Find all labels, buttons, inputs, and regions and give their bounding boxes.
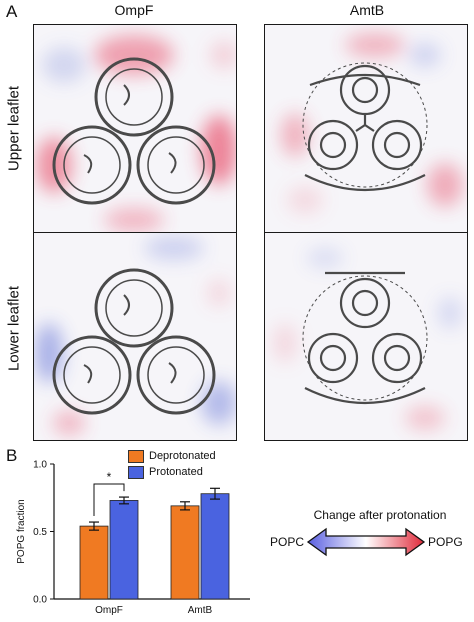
x-tick-label-ompf: OmpF (95, 605, 123, 616)
colorbar-arrow (306, 527, 426, 557)
row-label-upper-leaflet: Upper leaflet (5, 85, 23, 172)
panel-b-letter: B (6, 446, 18, 465)
colorbar-right-label: POPG (428, 535, 463, 549)
significance-bracket (93, 483, 125, 517)
ompf-upper-leaflet-map (33, 24, 237, 233)
y-axis-title: POPG fraction (16, 499, 27, 563)
legend-swatch-protonated (128, 465, 144, 479)
legend-label-protonated: Protonated (149, 466, 203, 478)
ompf-trimer-structure (52, 57, 216, 205)
bar-deprotonated-amtb (170, 505, 200, 600)
y-tick-label: 1.0 (33, 460, 47, 471)
colorbar-left-label: POPC (270, 535, 305, 549)
ompf-lower-leaflet-map (33, 232, 237, 441)
bar-protonated-amtb (200, 493, 230, 600)
legend-swatch-deprotonated (128, 449, 144, 463)
legend-item-protonated: Protonated (128, 464, 258, 480)
panel-a-letter: A (6, 2, 18, 21)
amtb-lower-leaflet-map (264, 232, 468, 441)
bar-deprotonated-ompf (79, 525, 109, 600)
legend-item-deprotonated: Deprotonated (128, 448, 258, 464)
bar-protonated-ompf (109, 500, 139, 600)
column-title-amtb: AmtB (349, 2, 385, 18)
amtb-trimer-structure (302, 62, 428, 192)
amtb-upper-leaflet-map (264, 24, 468, 233)
popg-bar-chart: 0.0 0.5 1.0 POPG fraction OmpF AmtB * (16, 460, 250, 616)
legend-label-deprotonated: Deprotonated (149, 450, 216, 462)
row-label-lower-leaflet: Lower leaflet (5, 285, 23, 372)
x-tick-label-amtb: AmtB (188, 605, 213, 616)
y-tick-label: 0.0 (33, 595, 47, 606)
column-title-ompf: OmpF (114, 2, 154, 18)
chart-legend: Deprotonated Protonated (128, 448, 258, 480)
y-tick-label: 0.5 (33, 527, 47, 538)
significance-star: * (107, 470, 112, 484)
colorbar-caption: Change after protonation (313, 508, 447, 522)
